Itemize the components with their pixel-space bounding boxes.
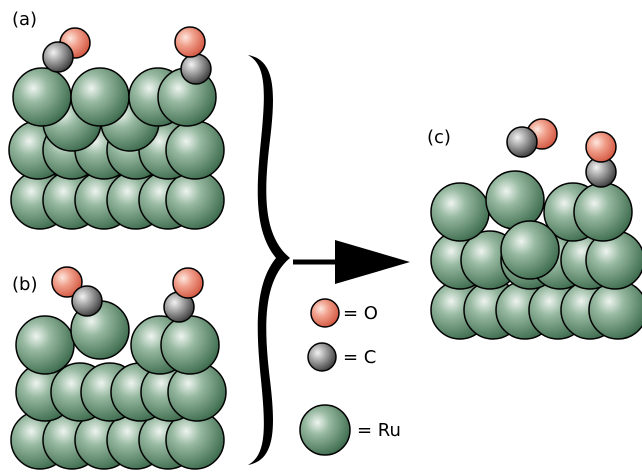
c-atom [307, 342, 337, 372]
panel-label: (b) [12, 274, 37, 295]
ru-atom [12, 67, 72, 127]
ru-atom [70, 67, 130, 127]
arrow-head [335, 240, 410, 284]
c-atom [506, 126, 538, 158]
o-atom [172, 267, 204, 299]
c-atom [71, 285, 103, 317]
panel-label: (a) [12, 9, 37, 30]
atoms [8, 26, 642, 470]
legend-label: = C [343, 347, 376, 368]
ru-atom [485, 170, 545, 230]
ru-atom [165, 120, 225, 180]
panel-label: (c) [427, 127, 451, 148]
curly-brace [248, 55, 290, 465]
c-atom [42, 41, 74, 73]
ru-atom [573, 182, 633, 242]
o-atom [51, 266, 83, 298]
legend-label: = O [343, 303, 378, 324]
o-atom [174, 26, 206, 58]
ru-atom [299, 404, 351, 456]
o-atom [585, 131, 617, 163]
ru-atom [160, 315, 220, 375]
legend-label: = Ru [357, 420, 401, 441]
ru-atom [430, 182, 490, 242]
c-atom [180, 53, 212, 85]
ru-atom [15, 315, 75, 375]
ru-atom [500, 220, 560, 280]
o-atom [310, 298, 340, 328]
